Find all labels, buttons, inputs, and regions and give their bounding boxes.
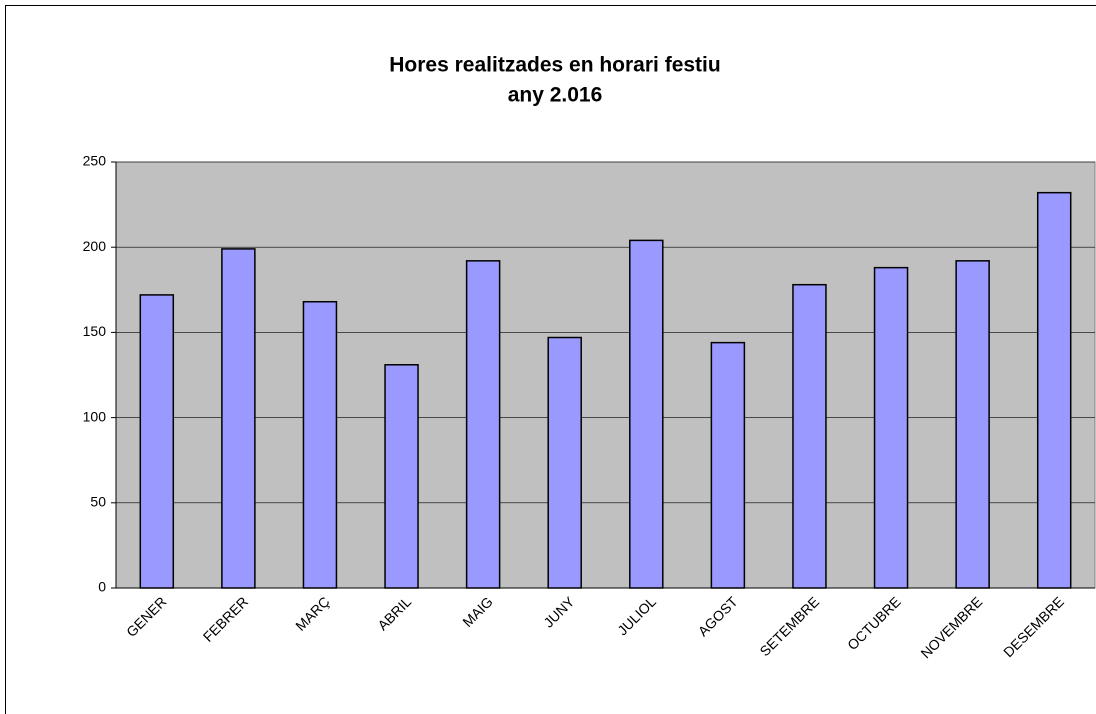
x-tick-label: GENER: [123, 593, 170, 640]
y-tick-label: 200: [83, 238, 107, 254]
chart-title: Hores realitzades en horari festiu: [389, 54, 720, 77]
x-tick-label: FEBRER: [200, 593, 251, 644]
x-tick-label: MARÇ: [292, 593, 332, 633]
bar: [629, 239, 664, 589]
x-tick-label: NOVEMBRE: [917, 593, 985, 661]
x-tick-label: ABRIL: [374, 593, 414, 633]
x-tick-label: DESEMBRE: [1000, 593, 1067, 660]
bar: [873, 266, 909, 589]
bar: [465, 260, 501, 589]
chart-subtitle: any 2.016: [508, 84, 603, 107]
x-tick-label: SETEMBRE: [756, 593, 822, 659]
bar: [139, 294, 175, 589]
bar: [547, 336, 582, 589]
x-tick-label: MAIG: [459, 593, 496, 630]
y-tick-label: 100: [83, 408, 107, 424]
x-tick-label: AGOST: [695, 593, 741, 639]
y-tick-label: 50: [90, 494, 106, 510]
plot-area: [115, 161, 1096, 589]
x-tick-label: OCTUBRE: [844, 593, 904, 653]
x-tick-label: JUNY: [540, 593, 578, 631]
bar: [710, 341, 746, 589]
bar: [955, 260, 990, 589]
bar: [384, 364, 419, 589]
bar: [302, 300, 338, 589]
y-tick-label: 250: [83, 153, 107, 169]
bar: [792, 283, 827, 589]
y-tick-label: 0: [98, 579, 106, 595]
x-tick-label: JULIOL: [614, 593, 659, 638]
bar: [221, 248, 256, 589]
bar: [1036, 191, 1072, 589]
y-tick-label: 150: [83, 323, 107, 339]
